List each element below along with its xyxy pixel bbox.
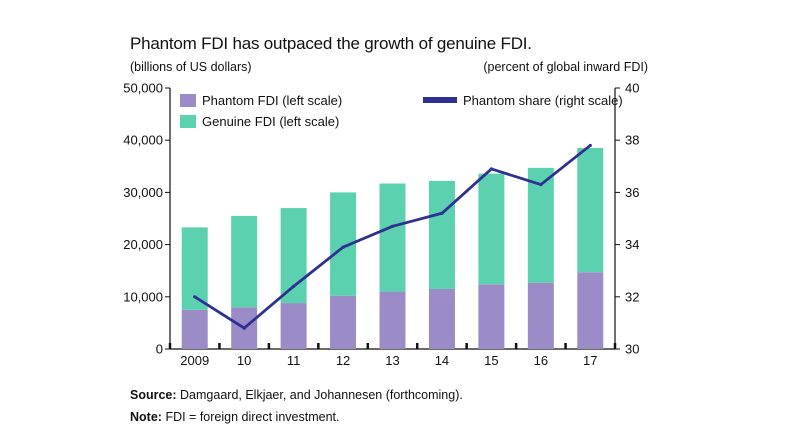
right-tick-label: 40: [625, 81, 639, 96]
x-tick-label: 13: [385, 353, 399, 368]
legend-swatch-genuine: [180, 115, 196, 128]
legend-group: Phantom FDI (left scale) Genuine FDI (lef…: [180, 93, 623, 129]
genuine-fdi-bar: [577, 148, 604, 273]
phantom-share-point: [489, 167, 493, 171]
x-tick-label: 11: [287, 353, 301, 368]
left-tick-label: 10,000: [123, 289, 163, 304]
legend-swatch-share: [423, 97, 457, 103]
genuine-fdi-bar: [527, 167, 554, 283]
phantom-fdi-bar: [280, 303, 307, 349]
right-tick-label: 36: [625, 185, 639, 200]
x-tick-label: 16: [534, 353, 548, 368]
phantom-share-point: [539, 182, 543, 187]
x-tick-label: 14: [435, 353, 449, 368]
share-line-group: [193, 143, 592, 330]
phantom-share-point: [440, 211, 444, 215]
left-tick-label: 30,000: [123, 185, 163, 200]
source-label: Source:: [130, 388, 177, 402]
x-tick-label: 15: [484, 353, 498, 368]
phantom-fdi-bar: [379, 291, 406, 349]
phantom-fdi-bar: [577, 272, 604, 349]
genuine-fdi-bar: [231, 215, 258, 308]
genuine-fdi-bar: [280, 208, 307, 304]
phantom-share-point: [341, 245, 345, 249]
bars-group: [181, 148, 604, 349]
left-tick-label: 0: [156, 342, 163, 357]
source-note: Source: Damgaard, Elkjaer, and Johannese…: [130, 388, 463, 402]
genuine-fdi-bar: [478, 173, 505, 285]
x-tick-label: 10: [237, 353, 251, 368]
right-tick-label: 38: [625, 133, 639, 148]
phantom-share-point: [242, 326, 246, 330]
phantom-fdi-bar: [428, 288, 455, 349]
phantom-fdi-bar: [181, 309, 208, 349]
left-axis-unit: (billions of US dollars): [130, 60, 252, 74]
left-tick-label: 20,000: [123, 237, 163, 252]
right-tick-label: 30: [625, 342, 639, 357]
note-label: Note:: [130, 410, 162, 424]
phantom-share-point: [292, 284, 296, 288]
phantom-share-point: [193, 295, 197, 299]
chart-title: Phantom FDI has outpaced the growth of g…: [130, 34, 532, 53]
legend-label-genuine: Genuine FDI (left scale): [202, 114, 339, 129]
legend-label-share: Phantom share (right scale): [463, 93, 623, 108]
left-tick-label: 50,000: [123, 81, 163, 96]
x-tick-label: 2009: [180, 353, 209, 368]
right-tick-label: 34: [625, 237, 639, 252]
source-text: Damgaard, Elkjaer, and Johannesen (forth…: [180, 388, 463, 402]
right-axis-unit: (percent of global inward FDI): [483, 60, 648, 74]
left-tick-label: 40,000: [123, 133, 163, 148]
phantom-fdi-bar: [478, 284, 505, 349]
x-tick-label: 17: [583, 353, 597, 368]
axes-group: 0 10,000 20,000 30,000 40,000 50,000 30 32 34 36 3…: [123, 81, 639, 369]
phantom-share-point: [390, 224, 395, 228]
legend-label-phantom: Phantom FDI (left scale): [202, 93, 342, 108]
right-tick-label: 32: [625, 289, 639, 304]
phantom-fdi-bar: [330, 295, 357, 349]
phantom-fdi-bar: [527, 282, 554, 349]
phantom-share-point: [588, 143, 592, 148]
genuine-fdi-bar: [379, 183, 406, 292]
x-tick-label: 12: [336, 353, 350, 368]
genuine-fdi-bar: [428, 180, 455, 289]
note-text: FDI = foreign direct investment.: [165, 410, 340, 424]
legend-swatch-phantom: [180, 94, 196, 107]
footnote: Note: FDI = foreign direct investment.: [130, 410, 339, 424]
